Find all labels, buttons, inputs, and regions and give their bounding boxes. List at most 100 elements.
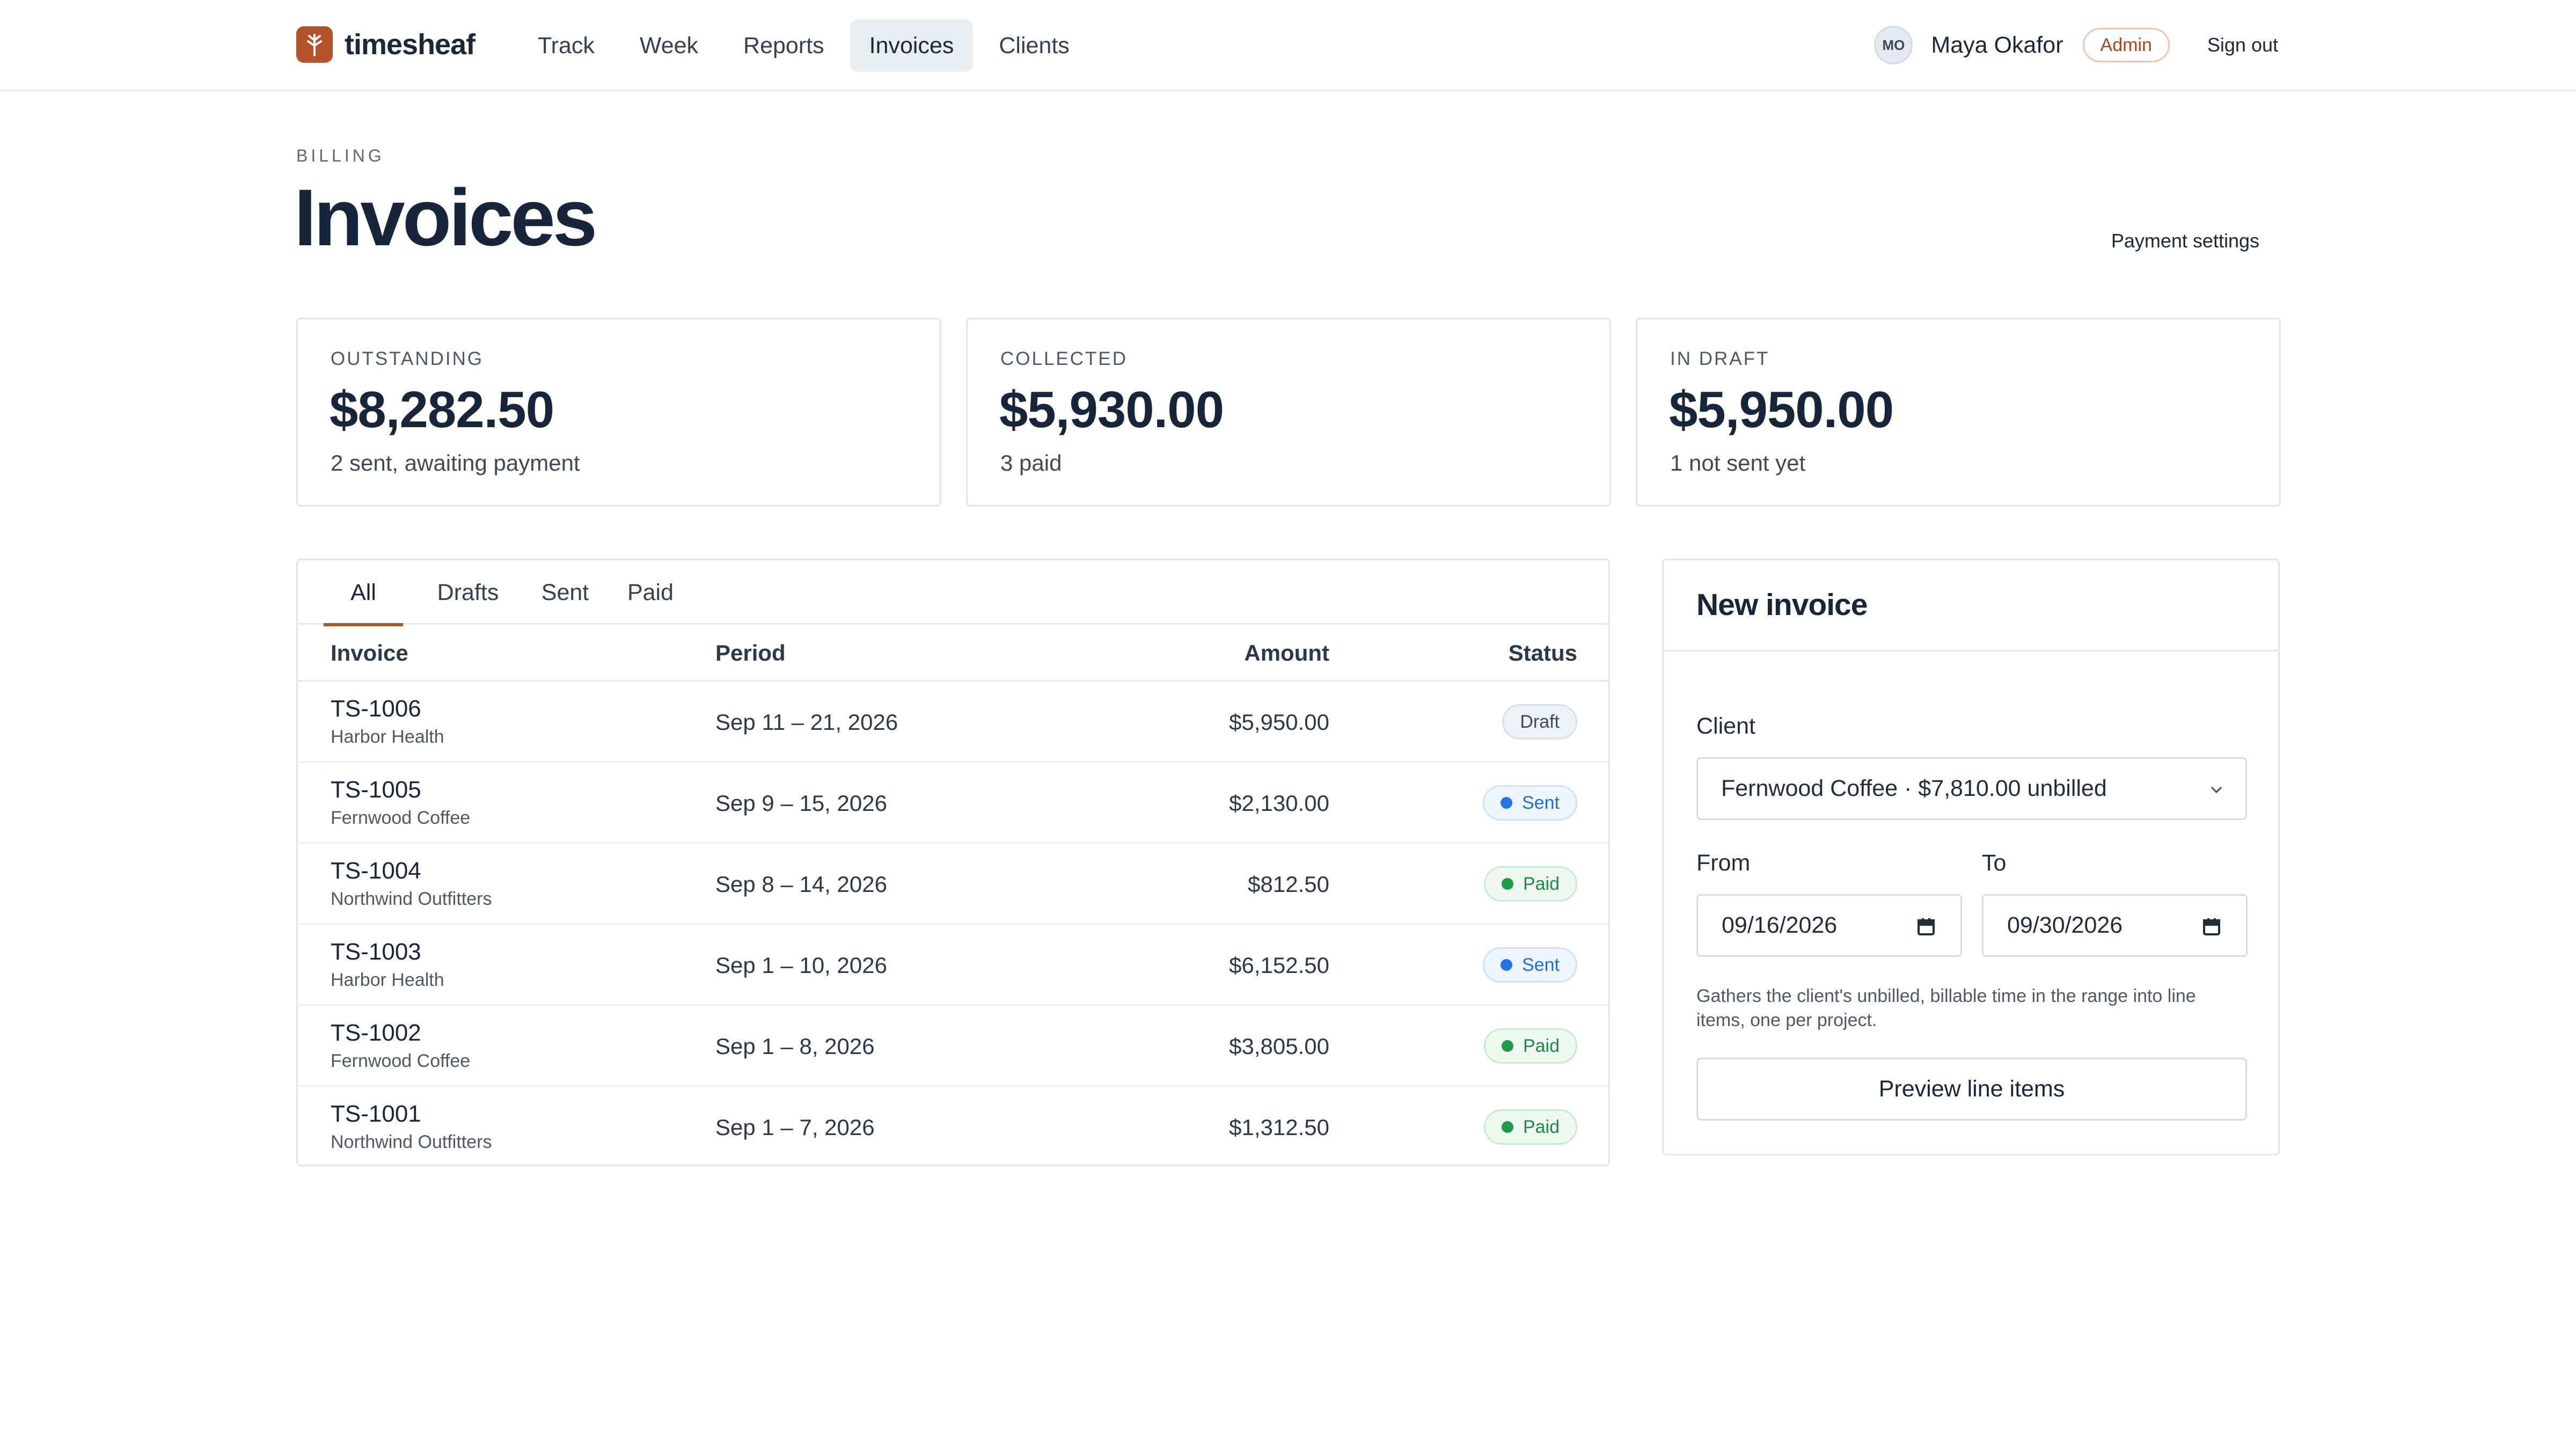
new-invoice-panel: New invoice Client Fernwood Coffee · $7,… bbox=[1662, 559, 2280, 1155]
status-label: Sent bbox=[1522, 792, 1560, 813]
brand[interactable]: timesheaf bbox=[296, 26, 475, 63]
to-date-input[interactable]: 09/30/2026 bbox=[1982, 894, 2248, 957]
panel-header: New invoice bbox=[1664, 560, 2278, 652]
invoice-client: Northwind Outfitters bbox=[331, 889, 492, 909]
page-title: Invoices bbox=[294, 172, 597, 262]
wheat-sheaf-icon bbox=[296, 26, 333, 63]
stat-card-collected: COLLECTED $5,930.00 3 paid bbox=[966, 318, 1611, 507]
invoice-amount: $812.50 bbox=[1248, 871, 1329, 897]
section-eyebrow: BILLING bbox=[296, 146, 385, 165]
tab-paid[interactable]: Paid bbox=[616, 560, 685, 625]
invoice-period: Sep 8 – 14, 2026 bbox=[715, 871, 887, 897]
top-bar: timesheaf Track Week Reports Invoices Cl… bbox=[0, 0, 2576, 91]
stat-subtext: 2 sent, awaiting payment bbox=[331, 450, 580, 475]
client-select-value: Fernwood Coffee · $7,810.00 unbilled bbox=[1721, 775, 2107, 801]
nav-item-reports[interactable]: Reports bbox=[743, 32, 824, 58]
invoice-number[interactable]: TS-1004 bbox=[331, 858, 421, 884]
calendar-icon[interactable] bbox=[1915, 916, 1937, 938]
stat-subtext: 3 paid bbox=[1000, 450, 1062, 475]
invoice-number[interactable]: TS-1001 bbox=[331, 1101, 421, 1127]
invoice-number[interactable]: TS-1002 bbox=[331, 1020, 421, 1046]
tab-drafts[interactable]: Drafts bbox=[422, 560, 514, 625]
tab-label: Drafts bbox=[437, 579, 499, 605]
status-badge: Sent bbox=[1483, 785, 1577, 821]
role-badge: Admin bbox=[2082, 28, 2170, 62]
stat-value: $5,930.00 bbox=[999, 381, 1224, 438]
preview-line-items-button[interactable]: Preview line items bbox=[1696, 1058, 2247, 1121]
stat-label: IN DRAFT bbox=[1670, 348, 1770, 369]
table-row[interactable]: TS-1002 Fernwood Coffee Sep 1 – 8, 2026 … bbox=[298, 1006, 1608, 1087]
to-date-value: 09/30/2026 bbox=[2007, 912, 2123, 938]
stat-value: $5,950.00 bbox=[1669, 381, 1894, 438]
invoice-period: Sep 1 – 8, 2026 bbox=[715, 1033, 875, 1059]
invoice-amount: $5,950.00 bbox=[1229, 709, 1329, 735]
invoice-period: Sep 11 – 21, 2026 bbox=[715, 709, 898, 735]
table-row[interactable]: TS-1005 Fernwood Coffee Sep 9 – 15, 2026… bbox=[298, 763, 1608, 844]
invoice-period: Sep 1 – 10, 2026 bbox=[715, 952, 887, 978]
table-row[interactable]: TS-1004 Northwind Outfitters Sep 8 – 14,… bbox=[298, 844, 1608, 925]
status-label: Draft bbox=[1520, 711, 1560, 732]
client-select[interactable]: Fernwood Coffee · $7,810.00 unbilled bbox=[1696, 757, 2247, 820]
stat-label: COLLECTED bbox=[1000, 348, 1128, 369]
status-badge: Paid bbox=[1483, 866, 1577, 902]
invoice-amount: $3,805.00 bbox=[1229, 1033, 1329, 1059]
from-label: From bbox=[1696, 850, 1751, 876]
payment-settings-link[interactable]: Payment settings bbox=[2111, 230, 2259, 252]
invoice-client: Fernwood Coffee bbox=[331, 808, 471, 828]
invoice-table: All Drafts Sent Paid Invoice Period Amou… bbox=[296, 559, 1610, 1166]
column-header-period[interactable]: Period bbox=[715, 640, 786, 665]
user-menu: MO Maya Okafor Admin Sign out bbox=[1874, 26, 2278, 64]
table-row[interactable]: TS-1006 Harbor Health Sep 11 – 21, 2026 … bbox=[298, 682, 1608, 763]
from-date-input[interactable]: 09/16/2026 bbox=[1696, 894, 1962, 957]
sign-out-link[interactable]: Sign out bbox=[2207, 34, 2278, 56]
tab-label: All bbox=[350, 579, 376, 605]
filter-tabs: All Drafts Sent Paid bbox=[298, 560, 1608, 626]
panel-title: New invoice bbox=[1696, 588, 1868, 622]
status-label: Paid bbox=[1523, 1035, 1560, 1056]
status-dot-icon bbox=[1501, 797, 1513, 809]
column-header-amount[interactable]: Amount bbox=[1244, 640, 1329, 665]
invoice-number[interactable]: TS-1003 bbox=[331, 939, 421, 965]
nav-item-clients[interactable]: Clients bbox=[999, 32, 1070, 58]
status-dot-icon bbox=[1501, 1040, 1513, 1052]
nav-item-track[interactable]: Track bbox=[538, 32, 595, 58]
invoice-period: Sep 1 – 7, 2026 bbox=[715, 1114, 875, 1140]
main-nav: Track Week Reports Invoices Clients bbox=[518, 19, 1095, 72]
status-label: Paid bbox=[1523, 1116, 1560, 1137]
nav-item-week[interactable]: Week bbox=[639, 32, 699, 58]
client-label: Client bbox=[1696, 713, 1755, 739]
invoice-amount: $6,152.50 bbox=[1229, 952, 1329, 978]
tab-label: Sent bbox=[541, 579, 589, 605]
invoice-client: Harbor Health bbox=[331, 970, 444, 990]
invoice-number[interactable]: TS-1006 bbox=[331, 696, 421, 722]
nav-item-invoices[interactable]: Invoices bbox=[850, 19, 974, 72]
table-row[interactable]: TS-1003 Harbor Health Sep 1 – 10, 2026 $… bbox=[298, 925, 1608, 1006]
status-label: Sent bbox=[1522, 954, 1560, 975]
column-header-status[interactable]: Status bbox=[1508, 640, 1577, 665]
to-label: To bbox=[1982, 850, 2007, 876]
status-dot-icon bbox=[1501, 878, 1513, 890]
status-dot-icon bbox=[1501, 1121, 1513, 1133]
stat-card-in-draft: IN DRAFT $5,950.00 1 not sent yet bbox=[1636, 318, 2281, 507]
avatar[interactable]: MO bbox=[1874, 26, 1913, 64]
status-badge: Sent bbox=[1483, 947, 1577, 983]
status-dot-icon bbox=[1501, 959, 1513, 971]
invoice-number[interactable]: TS-1005 bbox=[331, 777, 421, 803]
stat-card-outstanding: OUTSTANDING $8,282.50 2 sent, awaiting p… bbox=[296, 318, 941, 507]
stat-subtext: 1 not sent yet bbox=[1670, 450, 1806, 475]
table-row[interactable]: TS-1001 Northwind Outfitters Sep 1 – 7, … bbox=[298, 1087, 1608, 1165]
invoice-client: Harbor Health bbox=[331, 727, 444, 747]
status-badge: Draft bbox=[1502, 704, 1577, 740]
status-badge: Paid bbox=[1483, 1109, 1577, 1145]
stat-label: OUTSTANDING bbox=[331, 348, 484, 369]
tab-all[interactable]: All bbox=[324, 560, 403, 626]
table-header: Invoice Period Amount Status bbox=[298, 625, 1608, 682]
status-label: Paid bbox=[1523, 873, 1560, 894]
calendar-icon[interactable] bbox=[2201, 916, 2222, 938]
tab-sent[interactable]: Sent bbox=[528, 560, 603, 625]
invoice-client: Fernwood Coffee bbox=[331, 1051, 471, 1071]
stat-value: $8,282.50 bbox=[330, 381, 554, 438]
tab-label: Paid bbox=[627, 579, 674, 605]
column-header-invoice[interactable]: Invoice bbox=[331, 640, 408, 665]
invoice-amount: $2,130.00 bbox=[1229, 790, 1329, 816]
